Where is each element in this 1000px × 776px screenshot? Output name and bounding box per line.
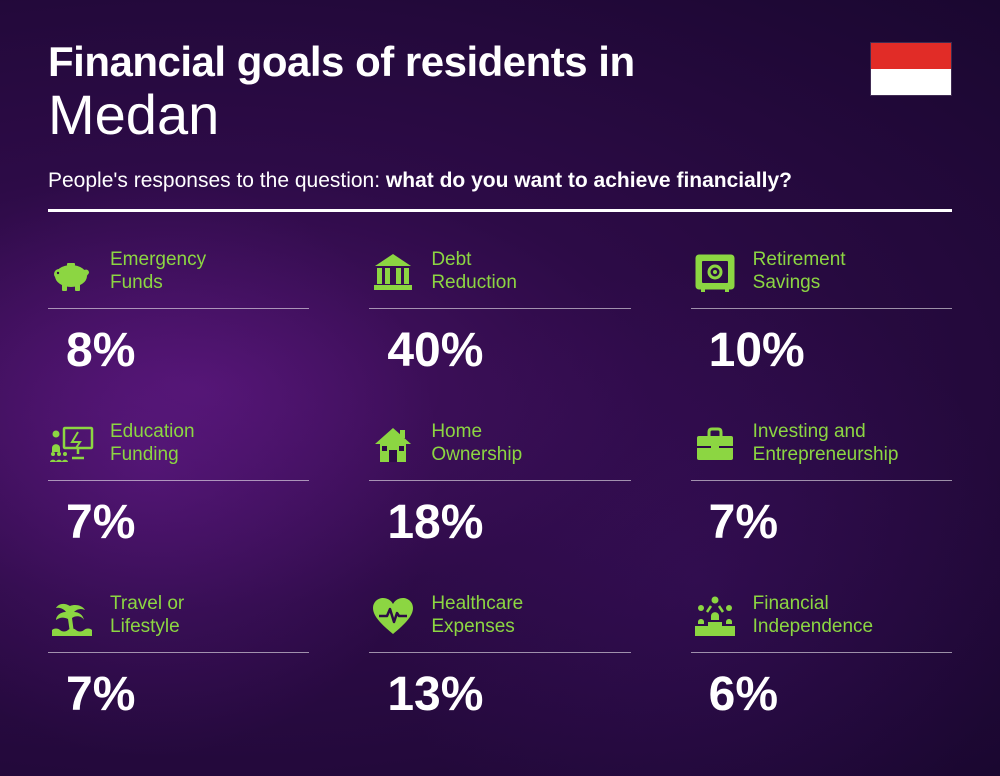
stat-card: EducationFunding 7% bbox=[48, 418, 309, 550]
stats-grid: EmergencyFunds 8% DebtReduction 40% Reti… bbox=[48, 246, 952, 722]
stat-label: Travel orLifestyle bbox=[110, 593, 184, 639]
presentation-icon bbox=[48, 420, 96, 468]
stat-value: 10% bbox=[691, 323, 952, 378]
card-divider bbox=[48, 652, 309, 653]
card-divider bbox=[369, 652, 630, 653]
stat-value: 18% bbox=[369, 495, 630, 550]
card-divider bbox=[48, 308, 309, 309]
stat-label: Investing andEntrepreneurship bbox=[753, 421, 899, 467]
palm-tree-icon bbox=[48, 592, 96, 640]
piggy-bank-icon bbox=[48, 248, 96, 296]
card-divider bbox=[369, 308, 630, 309]
stat-label: DebtReduction bbox=[431, 249, 517, 295]
stat-label: EducationFunding bbox=[110, 421, 195, 467]
stat-value: 7% bbox=[48, 495, 309, 550]
podium-icon bbox=[691, 592, 739, 640]
card-divider bbox=[369, 480, 630, 481]
stat-card: DebtReduction 40% bbox=[369, 246, 630, 378]
stat-card: HomeOwnership 18% bbox=[369, 418, 630, 550]
header-divider bbox=[48, 209, 952, 212]
card-divider bbox=[691, 308, 952, 309]
stat-card: FinancialIndependence 6% bbox=[691, 590, 952, 722]
stat-label: HealthcareExpenses bbox=[431, 593, 523, 639]
card-divider bbox=[691, 480, 952, 481]
subtitle-bold: what do you want to achieve financially? bbox=[386, 169, 792, 192]
stat-value: 7% bbox=[48, 667, 309, 722]
stat-value: 13% bbox=[369, 667, 630, 722]
stat-value: 7% bbox=[691, 495, 952, 550]
bank-icon bbox=[369, 248, 417, 296]
stat-card: HealthcareExpenses 13% bbox=[369, 590, 630, 722]
stat-label: HomeOwnership bbox=[431, 421, 522, 467]
subtitle-prefix: People's responses to the question: bbox=[48, 169, 386, 192]
title-line1: Financial goals of residents in bbox=[48, 38, 952, 86]
heart-pulse-icon bbox=[369, 592, 417, 640]
safe-icon bbox=[691, 248, 739, 296]
stat-card: Investing andEntrepreneurship 7% bbox=[691, 418, 952, 550]
subtitle: People's responses to the question: what… bbox=[48, 169, 952, 193]
stat-value: 40% bbox=[369, 323, 630, 378]
stat-value: 8% bbox=[48, 323, 309, 378]
header: Financial goals of residents in Medan Pe… bbox=[48, 38, 952, 212]
stat-label: RetirementSavings bbox=[753, 249, 846, 295]
stat-label: FinancialIndependence bbox=[753, 593, 873, 639]
stat-card: Travel orLifestyle 7% bbox=[48, 590, 309, 722]
title-line2: Medan bbox=[48, 82, 952, 147]
house-icon bbox=[369, 420, 417, 468]
briefcase-icon bbox=[691, 420, 739, 468]
stat-card: RetirementSavings 10% bbox=[691, 246, 952, 378]
card-divider bbox=[48, 480, 309, 481]
stat-card: EmergencyFunds 8% bbox=[48, 246, 309, 378]
card-divider bbox=[691, 652, 952, 653]
stat-value: 6% bbox=[691, 667, 952, 722]
stat-label: EmergencyFunds bbox=[110, 249, 206, 295]
